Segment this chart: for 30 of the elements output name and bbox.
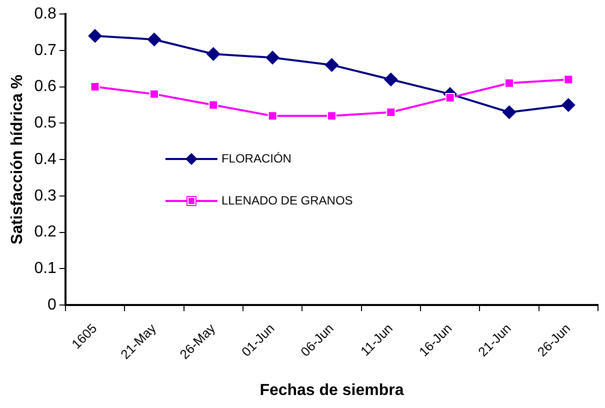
point <box>561 98 576 112</box>
y-tick-label: 0 <box>48 296 57 314</box>
legend-label: LLENADO DE GRANOS <box>221 193 353 208</box>
point <box>268 111 278 121</box>
legend-label: FLORACIÓN <box>221 151 292 166</box>
point <box>502 105 516 120</box>
point <box>88 28 102 43</box>
y-tick-label: 0.7 <box>34 42 57 59</box>
point <box>147 32 162 46</box>
point <box>384 72 398 86</box>
y-tick-label: 0.3 <box>34 187 57 204</box>
x-axis-title: Fechas de siembra <box>260 382 404 399</box>
point <box>208 100 218 110</box>
point <box>564 74 574 84</box>
point <box>266 50 280 65</box>
point <box>324 58 339 72</box>
point <box>386 108 396 117</box>
point <box>206 47 220 62</box>
y-axis-title: Satisfacción hídrica % <box>9 74 26 244</box>
point <box>504 78 514 88</box>
y-tick-label: 0.5 <box>34 114 57 132</box>
point <box>90 82 100 92</box>
y-tick-label: 0.2 <box>34 224 57 241</box>
y-tick-label: 0.4 <box>34 150 57 168</box>
point <box>326 111 336 121</box>
y-tick-label: 0.8 <box>34 5 57 22</box>
y-tick-label: 0.6 <box>34 78 57 96</box>
y-tick-label: 0.1 <box>34 260 57 278</box>
point <box>149 89 159 99</box>
point <box>445 92 455 102</box>
